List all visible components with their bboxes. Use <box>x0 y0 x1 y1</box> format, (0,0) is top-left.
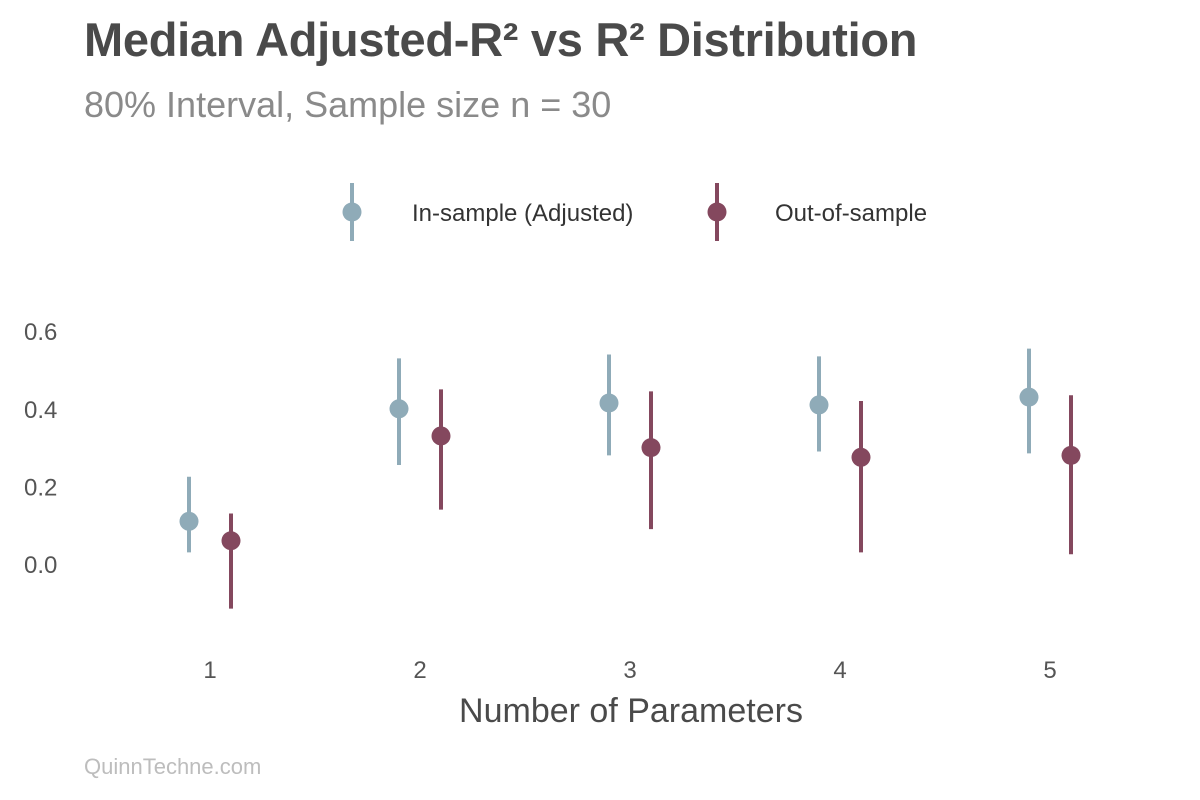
y-tick-label: 0.0 <box>24 552 57 579</box>
median-point <box>851 447 871 467</box>
legend: In-sample (Adjusted) Out-of-sample <box>342 183 927 241</box>
y-tick-label: 0.2 <box>24 474 57 501</box>
x-tick-label: 1 <box>203 657 216 684</box>
median-point <box>221 531 241 551</box>
median-point <box>179 511 199 531</box>
x-tick-label: 4 <box>833 657 846 684</box>
legend-key-point <box>707 202 727 222</box>
median-point <box>431 426 451 446</box>
chart-marks <box>179 348 1081 609</box>
x-tick-label: 3 <box>623 657 636 684</box>
median-point <box>389 399 409 419</box>
legend-label: Out-of-sample <box>775 200 927 227</box>
chart-subtitle: 80% Interval, Sample size n = 30 <box>84 84 612 125</box>
x-axis: 1 2 3 4 5 <box>203 657 1056 684</box>
median-point <box>1019 387 1039 407</box>
legend-key-point <box>342 202 362 222</box>
series-out-of-sample <box>221 389 1081 609</box>
median-point <box>599 393 619 413</box>
series-in-sample <box>179 348 1039 553</box>
median-point <box>1061 445 1081 465</box>
y-axis: 0.0 0.2 0.4 0.6 <box>24 319 57 579</box>
x-axis-title: Number of Parameters <box>459 692 803 730</box>
chart-title: Median Adjusted-R² vs R² Distribution <box>84 13 918 66</box>
median-point <box>641 438 661 458</box>
y-tick-label: 0.6 <box>24 319 57 346</box>
legend-item: In-sample (Adjusted) <box>342 183 633 241</box>
median-point <box>809 395 829 415</box>
y-tick-label: 0.4 <box>24 397 57 424</box>
source-caption: QuinnTechne.com <box>84 754 262 779</box>
x-tick-label: 5 <box>1043 657 1056 684</box>
legend-label: In-sample (Adjusted) <box>412 200 633 227</box>
legend-item: Out-of-sample <box>707 183 927 241</box>
x-tick-label: 2 <box>413 657 426 684</box>
